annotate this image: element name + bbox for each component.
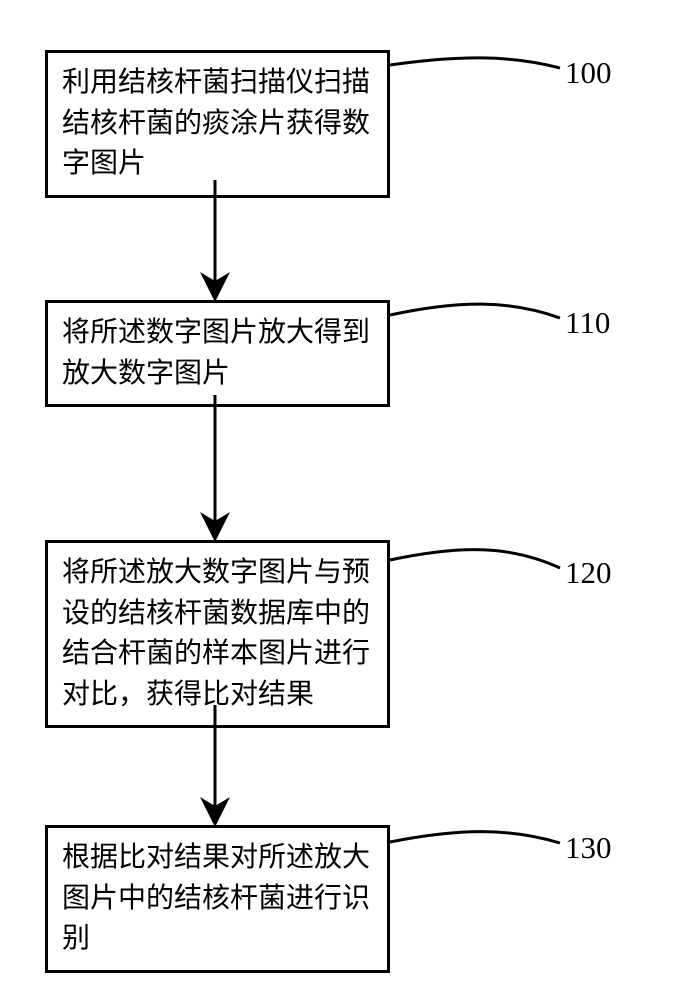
callout-120 [390,550,560,568]
callout-100 [390,58,560,68]
step-label-110: 110 [565,305,610,341]
flow-node-100: 利用结核杆菌扫描仪扫描结核杆菌的痰涂片获得数字图片 [45,50,390,198]
flow-node-130: 根据比对结果对所述放大图片中的结核杆菌进行识别 [45,825,390,973]
flowchart-canvas: 利用结核杆菌扫描仪扫描结核杆菌的痰涂片获得数字图片 将所述数字图片放大得到放大数… [0,0,685,1000]
step-label-100: 100 [565,55,612,91]
flow-node-text: 将所述放大数字图片与预设的结核杆菌数据库中的结合杆菌的样本图片进行对比，获得比对… [62,557,370,710]
flow-node-text: 将所述数字图片放大得到放大数字图片 [62,317,370,389]
flow-node-120: 将所述放大数字图片与预设的结核杆菌数据库中的结合杆菌的样本图片进行对比，获得比对… [45,540,390,728]
callout-110 [390,304,560,318]
flow-node-text: 利用结核杆菌扫描仪扫描结核杆菌的痰涂片获得数字图片 [62,67,370,179]
flow-node-text: 根据比对结果对所述放大图片中的结核杆菌进行识别 [62,842,370,954]
step-label-120: 120 [565,555,612,591]
callout-130 [390,832,560,843]
flow-node-110: 将所述数字图片放大得到放大数字图片 [45,300,390,407]
step-label-130: 130 [565,830,612,866]
